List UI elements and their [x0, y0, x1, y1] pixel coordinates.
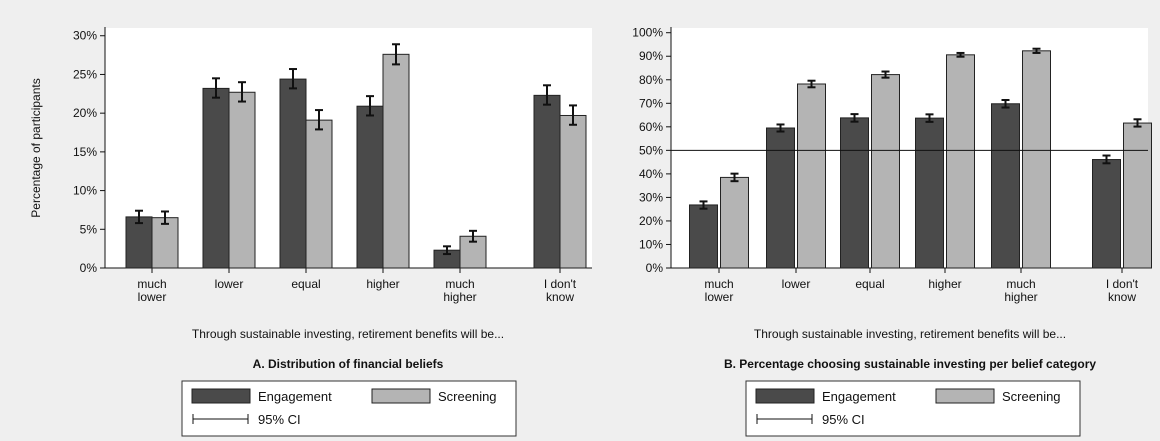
bar-screening — [228, 91, 256, 269]
panel-b-title: B. Percentage choosing sustainable inves… — [724, 357, 1096, 371]
bar-screening — [946, 54, 975, 269]
x-tick-label: I don't know — [544, 277, 577, 304]
y-tick-label: 25% — [73, 67, 97, 81]
y-tick-label: 20% — [73, 106, 97, 120]
x-tick-label: much higher — [443, 277, 476, 304]
bar-screening — [871, 74, 900, 269]
panel-b-legend: Engagement Screening 95% CI — [745, 380, 1081, 437]
bar-screening — [1022, 50, 1051, 269]
legend-label-engagement: Engagement — [258, 389, 332, 404]
bar-screening — [720, 176, 749, 269]
legend-label-ci: 95% CI — [258, 412, 301, 427]
panel-b-plot-area — [671, 28, 1148, 268]
bar-engagement — [125, 216, 153, 269]
x-tick-label: equal — [855, 277, 884, 291]
bar-screening — [1123, 122, 1152, 269]
panel-a-legend: Engagement Screening 95% CI — [181, 380, 517, 437]
y-tick-label: 20% — [639, 214, 663, 228]
bar-screening — [305, 119, 333, 269]
y-tick-label: 60% — [639, 120, 663, 134]
y-tick-label: 50% — [639, 143, 663, 157]
bar-screening — [382, 53, 410, 269]
panel-b-x-axis-title: Through sustainable investing, retiremen… — [754, 327, 1066, 341]
x-tick-label: much higher — [1004, 277, 1037, 304]
legend-ci-symbol — [756, 414, 813, 424]
legend-label-screening: Screening — [1002, 389, 1061, 404]
legend-label-ci: 95% CI — [822, 412, 865, 427]
panel-a-title: A. Distribution of financial beliefs — [253, 357, 444, 371]
legend-swatch-screening — [371, 388, 431, 404]
x-tick-label: lower — [215, 277, 244, 291]
bar-screening — [559, 114, 587, 269]
bar-engagement — [533, 94, 561, 269]
panel-a-plot: 0% 5% 10% 15% 20% 25% 30% much lower lower equal hi… — [73, 27, 592, 304]
bar-screening — [797, 83, 826, 269]
panel-b: 0% 10% 20% 30% 40% 50% 60% 70% 80% 90% 100% much low… — [632, 26, 1152, 437]
bar-engagement — [689, 204, 718, 269]
y-tick-label: 0% — [646, 261, 664, 275]
y-tick-label: 30% — [639, 190, 663, 204]
legend-swatch-engagement — [191, 388, 251, 404]
y-tick-label: 30% — [73, 29, 97, 43]
legend-swatch-engagement — [755, 388, 815, 404]
y-tick-label: 80% — [639, 73, 663, 87]
bar-engagement — [202, 87, 230, 269]
x-tick-label: I don't know — [1106, 277, 1139, 304]
legend-swatch-screening — [935, 388, 995, 404]
bar-screening — [151, 217, 179, 269]
y-tick-label: 70% — [639, 96, 663, 110]
y-tick-label: 100% — [632, 26, 663, 40]
x-tick-label: equal — [291, 277, 320, 291]
bar-engagement — [840, 117, 869, 269]
x-tick-label: much lower — [137, 277, 166, 304]
y-tick-label: 15% — [73, 145, 97, 159]
panel-a: Percentage of participants 0% 5% 10% 15% 20%… — [29, 27, 592, 437]
x-tick-label: much lower — [704, 277, 733, 304]
x-tick-label: higher — [928, 277, 961, 291]
bar-engagement — [279, 78, 307, 269]
bar-engagement — [915, 117, 944, 269]
y-tick-label: 90% — [639, 49, 663, 63]
panel-a-y-axis-title: Percentage of participants — [29, 78, 43, 217]
bar-engagement — [991, 103, 1020, 269]
y-tick-label: 5% — [80, 222, 98, 236]
y-tick-label: 0% — [80, 261, 98, 275]
legend-label-screening: Screening — [438, 389, 497, 404]
legend-label-engagement: Engagement — [822, 389, 896, 404]
bar-engagement — [1092, 159, 1121, 269]
legend-ci-symbol — [192, 414, 249, 424]
panel-a-x-axis-title: Through sustainable investing, retiremen… — [192, 327, 504, 341]
bar-engagement — [766, 127, 795, 269]
x-tick-label: higher — [366, 277, 399, 291]
panel-b-plot: 0% 10% 20% 30% 40% 50% 60% 70% 80% 90% 100% much low… — [632, 26, 1152, 304]
panel-a-plot-area — [105, 28, 592, 268]
y-tick-label: 40% — [639, 167, 663, 181]
bar-engagement — [356, 105, 384, 269]
y-tick-label: 10% — [639, 237, 663, 251]
y-tick-label: 10% — [73, 184, 97, 198]
x-tick-label: lower — [782, 277, 811, 291]
